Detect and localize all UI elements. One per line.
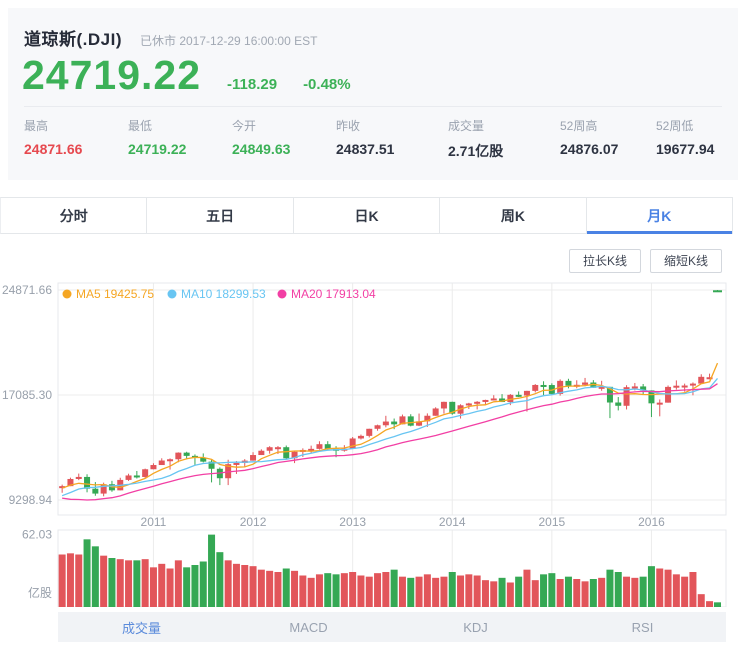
stat-value: 24871.66 (24, 141, 83, 158)
symbol-title: 道琼斯(.DJI) (24, 30, 122, 49)
indicator-tab-2[interactable]: KDJ (463, 619, 488, 635)
period-tab-0[interactable]: 分时 (1, 198, 148, 233)
stat-value: 19677.94 (656, 141, 715, 158)
market-status: 已休市 2017-12-29 16:00:00 EST (140, 34, 318, 48)
x-axis-tick: 2014 (439, 515, 466, 529)
stat-item-6: 52周低 19677.94 (656, 117, 738, 161)
stat-value: 24849.63 (232, 141, 291, 158)
stat-item-1: 最低 24719.22 (128, 117, 232, 161)
stat-value: 24719.22 (128, 141, 187, 158)
stat-item-4: 成交量 2.71亿股 (448, 117, 560, 161)
legend-label-MA20: MA20 17913.04 (291, 287, 376, 301)
period-tab-label: 分时 (59, 207, 88, 224)
volume-layer (58, 534, 721, 607)
period-tab-label: 周K (500, 207, 525, 224)
legend-dot-MA20 (277, 289, 287, 299)
period-tab-label: 五日 (206, 207, 235, 224)
kline-actions: 拉长K线 缩短K线 (568, 249, 722, 273)
price-change-percent: -0.48% (303, 76, 351, 93)
quote-header: 道琼斯(.DJI) 已休市 2017-12-29 16:00:00 EST 24… (8, 8, 738, 180)
x-axis-tick: 2012 (240, 515, 267, 529)
stat-item-5: 52周高 24876.07 (560, 117, 656, 161)
stat-value: 24837.51 (336, 141, 395, 158)
indicator-tab-bar: 成交量 MACD KDJ RSI (58, 612, 726, 642)
stats-row: 最高 24871.66 最低 24719.22 今开 24849.63 昨收 24837.51… (8, 107, 738, 161)
indicator-tab-3[interactable]: RSI (631, 619, 654, 635)
y-axis-tick: 9298.94 (9, 493, 53, 507)
last-price: 24719.22 (22, 52, 202, 98)
stat-label: 52周低 (656, 119, 694, 134)
stat-label: 最低 (128, 119, 153, 134)
kline-chart[interactable]: MA5 19425.75 MA10 18299.53 MA20 17913.0424… (0, 275, 738, 607)
period-tab-1[interactable]: 五日 (147, 198, 294, 233)
volume-axis-tick: 62.03 (22, 528, 52, 542)
x-axis-tick: 2011 (141, 515, 167, 529)
indicator-tab-0[interactable]: 成交量 (121, 620, 161, 636)
legend-label-MA10: MA10 18299.53 (181, 287, 266, 301)
y-axis-tick: 24871.66 (2, 283, 52, 297)
stat-label: 今开 (232, 119, 257, 134)
ma20-line (62, 383, 718, 501)
legend-dot-MA10 (167, 289, 177, 299)
stat-item-0: 最高 24871.66 (24, 117, 128, 161)
volume-unit-label: 亿股 (28, 585, 52, 600)
legend-dot-MA5 (62, 289, 72, 299)
legend-label-MA5: MA5 19425.75 (76, 287, 154, 301)
shrink-kline-button[interactable]: 缩短K线 (649, 249, 722, 273)
header-divider (24, 106, 722, 108)
stat-item-2: 今开 24849.63 (232, 117, 336, 161)
title-row: 道琼斯(.DJI) 已休市 2017-12-29 16:00:00 EST (8, 8, 738, 50)
stretch-kline-button[interactable]: 拉长K线 (568, 249, 641, 273)
indicator-tab-1[interactable]: MACD (289, 619, 328, 635)
ma5-line (61, 362, 719, 489)
period-tab-label: 日K (354, 207, 379, 224)
stat-label: 52周高 (560, 119, 598, 134)
stat-value: 2.71亿股 (448, 143, 504, 160)
axis-labels: 24871.66 17085.30 9298.94 2011 2012 2013 2014 2… (2, 283, 665, 600)
stat-label: 最高 (24, 119, 49, 134)
x-axis-tick: 2016 (638, 515, 665, 529)
period-tab-2[interactable]: 日K (293, 198, 441, 233)
stat-label: 昨收 (336, 119, 361, 134)
y-axis-tick: 17085.30 (2, 388, 52, 402)
period-tab-bar: 分时 五日 日K 周K 月K (0, 197, 734, 234)
period-tab-4[interactable]: 月K (586, 198, 734, 234)
stat-value: 24876.07 (560, 141, 619, 158)
stat-label: 成交量 (448, 119, 485, 134)
period-tab-3[interactable]: 周K (440, 198, 587, 233)
x-axis-tick: 2015 (538, 515, 565, 529)
price-change: -118.29 (227, 76, 278, 93)
ma-legend: MA5 19425.75 MA10 18299.53 MA20 17913.04 (62, 287, 376, 301)
price-row: 24719.22 -118.29 -0.48% (8, 50, 738, 97)
x-axis-tick: 2013 (339, 515, 366, 529)
period-tab-label: 月K (647, 207, 672, 224)
stat-item-3: 昨收 24837.51 (336, 117, 448, 161)
ma10-line (61, 377, 718, 497)
active-tab-underline (586, 231, 733, 234)
